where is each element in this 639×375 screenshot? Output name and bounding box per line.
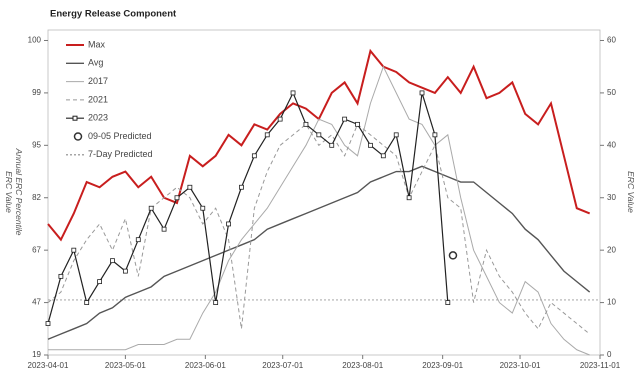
point-marker — [84, 300, 90, 305]
point-marker — [264, 132, 270, 138]
legend-label: Max — [88, 39, 106, 49]
y2-tick-label: 20 — [607, 245, 616, 254]
y-tick-label: 99 — [32, 88, 41, 97]
point-marker — [58, 273, 64, 279]
plot-frame — [47, 29, 601, 356]
x-tick-label: 2023-08-01 — [342, 361, 383, 370]
point-marker — [355, 121, 360, 127]
y-axis-label: ERC Value — [4, 171, 14, 213]
point-marker — [174, 195, 180, 201]
x-tick-label: 2023-09-01 — [422, 361, 463, 370]
point-marker — [239, 184, 244, 190]
series-line — [47, 123, 590, 335]
legend-label: 09-05 Predicted — [88, 131, 152, 141]
point-marker — [45, 321, 51, 326]
point-marker — [161, 226, 167, 232]
y-tick-label: 82 — [32, 193, 41, 202]
point-marker — [187, 184, 193, 190]
chart-title: Energy Release Component — [50, 9, 177, 20]
legend-label: 2017 — [88, 76, 108, 86]
legend-label: 7-Day Predicted — [88, 149, 153, 159]
point-marker — [97, 279, 102, 285]
y2-tick-label: 30 — [607, 193, 616, 202]
legend-label: 2023 — [88, 113, 108, 123]
legend-label: 2021 — [88, 94, 108, 104]
legend-symbol — [72, 115, 78, 121]
point-marker — [380, 153, 386, 159]
x-tick-label: 2023-11-01 — [580, 361, 621, 370]
legend-symbol — [73, 132, 83, 141]
x-tick-label: 2023-06-01 — [185, 361, 226, 370]
y2-tick-label: 60 — [607, 36, 616, 45]
y-tick-label: 19 — [32, 350, 41, 359]
point-marker — [290, 90, 296, 96]
y2-tick-label: 50 — [607, 88, 616, 97]
x-tick-label: 2023-05-01 — [105, 361, 146, 370]
point-marker — [251, 153, 257, 159]
point-marker — [448, 251, 458, 260]
point-marker — [329, 142, 335, 148]
series-line — [47, 165, 591, 340]
legend-label: Avg — [88, 58, 103, 68]
y-tick-label: 100 — [28, 36, 42, 45]
point-marker — [110, 258, 115, 264]
y2-tick-label: 0 — [607, 350, 612, 359]
y2-tick-label: 40 — [607, 140, 616, 149]
point-marker — [148, 205, 154, 211]
y-tick-label: 95 — [32, 140, 41, 149]
y2-tick-label: 10 — [607, 298, 616, 307]
y2-axis-label: ERC Value — [626, 171, 636, 213]
point-marker — [342, 116, 348, 122]
x-tick-label: 2023-04-01 — [28, 361, 69, 370]
point-marker — [406, 195, 412, 201]
point-marker — [368, 142, 373, 148]
series-line — [47, 91, 449, 324]
y-axis-label: Annual ERC Percentile — [14, 148, 24, 236]
point-marker — [419, 90, 425, 96]
point-marker — [393, 132, 399, 138]
point-marker — [226, 221, 231, 227]
point-marker — [316, 132, 322, 138]
point-marker — [71, 247, 77, 253]
point-marker — [303, 121, 309, 127]
x-tick-label: 2023-07-01 — [262, 361, 303, 370]
point-marker — [277, 116, 283, 122]
series-line — [48, 65, 590, 356]
y-tick-label: 67 — [32, 245, 41, 254]
point-marker — [213, 300, 219, 305]
point-marker — [445, 300, 451, 305]
y-tick-label: 47 — [32, 298, 41, 307]
point-marker — [122, 268, 128, 274]
point-marker — [200, 205, 206, 211]
point-marker — [135, 237, 141, 243]
x-tick-label: 2023-10-01 — [500, 361, 541, 370]
point-marker — [432, 132, 438, 138]
